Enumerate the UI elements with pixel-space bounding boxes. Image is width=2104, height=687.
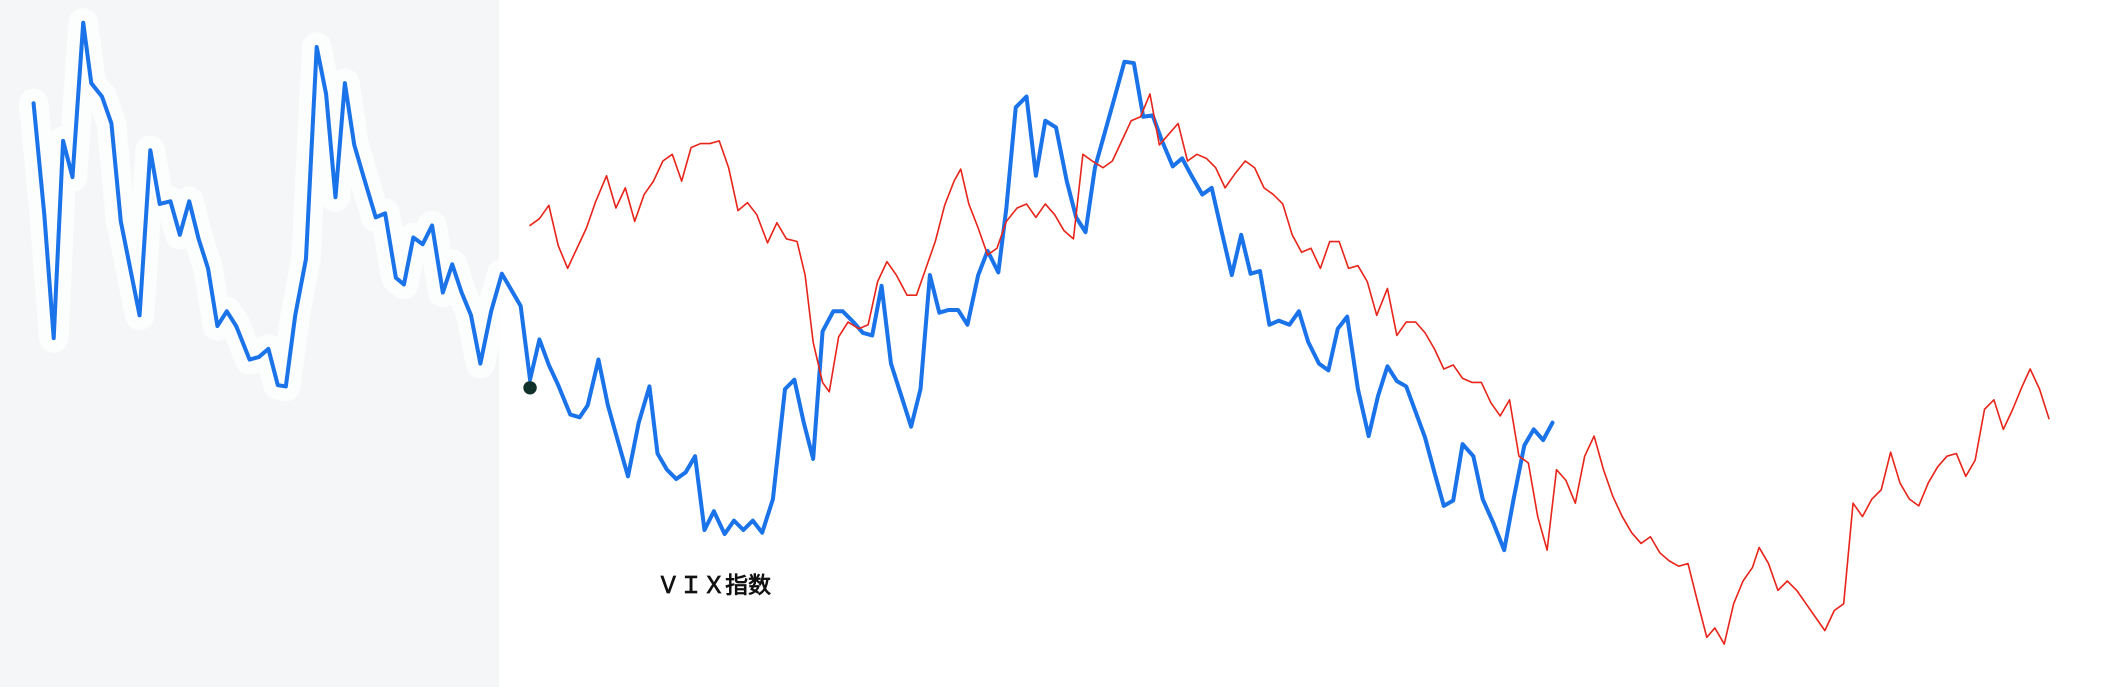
annotation: ＶＩＸ指数 (657, 573, 771, 599)
series-line (31, 20, 1555, 553)
plot-area (18, 8, 2050, 645)
series-line (529, 93, 2050, 645)
marker-dot (523, 381, 537, 395)
